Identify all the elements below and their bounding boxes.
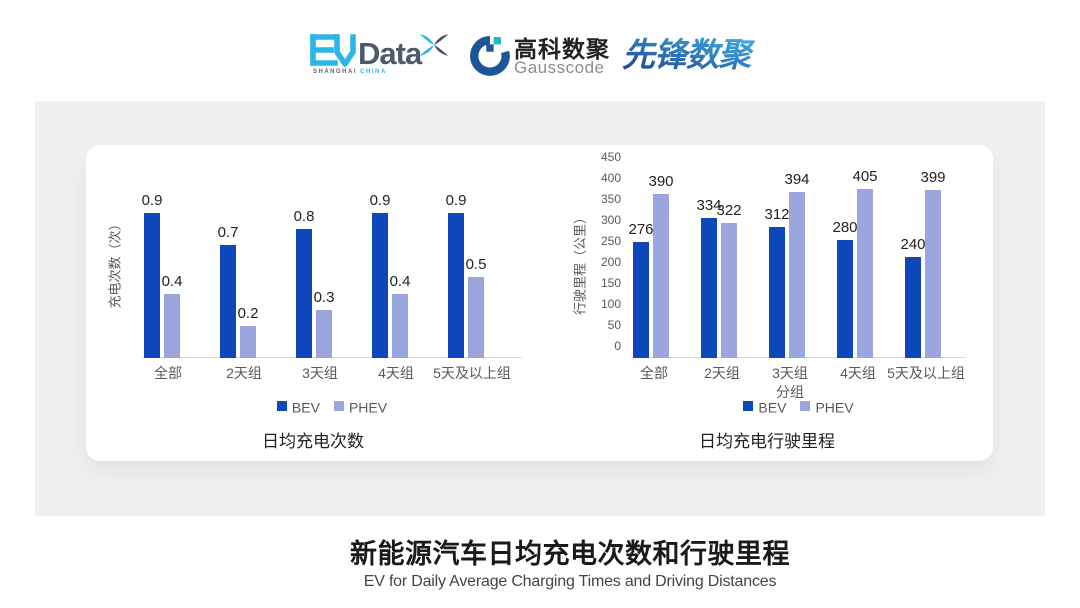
svg-text:先锋数聚: 先锋数聚 — [622, 36, 756, 73]
svg-text:Data: Data — [358, 36, 423, 71]
svg-text:SHANGHAI CHINA: SHANGHAI CHINA — [313, 69, 387, 74]
svg-text:Gausscode: Gausscode — [514, 58, 605, 77]
